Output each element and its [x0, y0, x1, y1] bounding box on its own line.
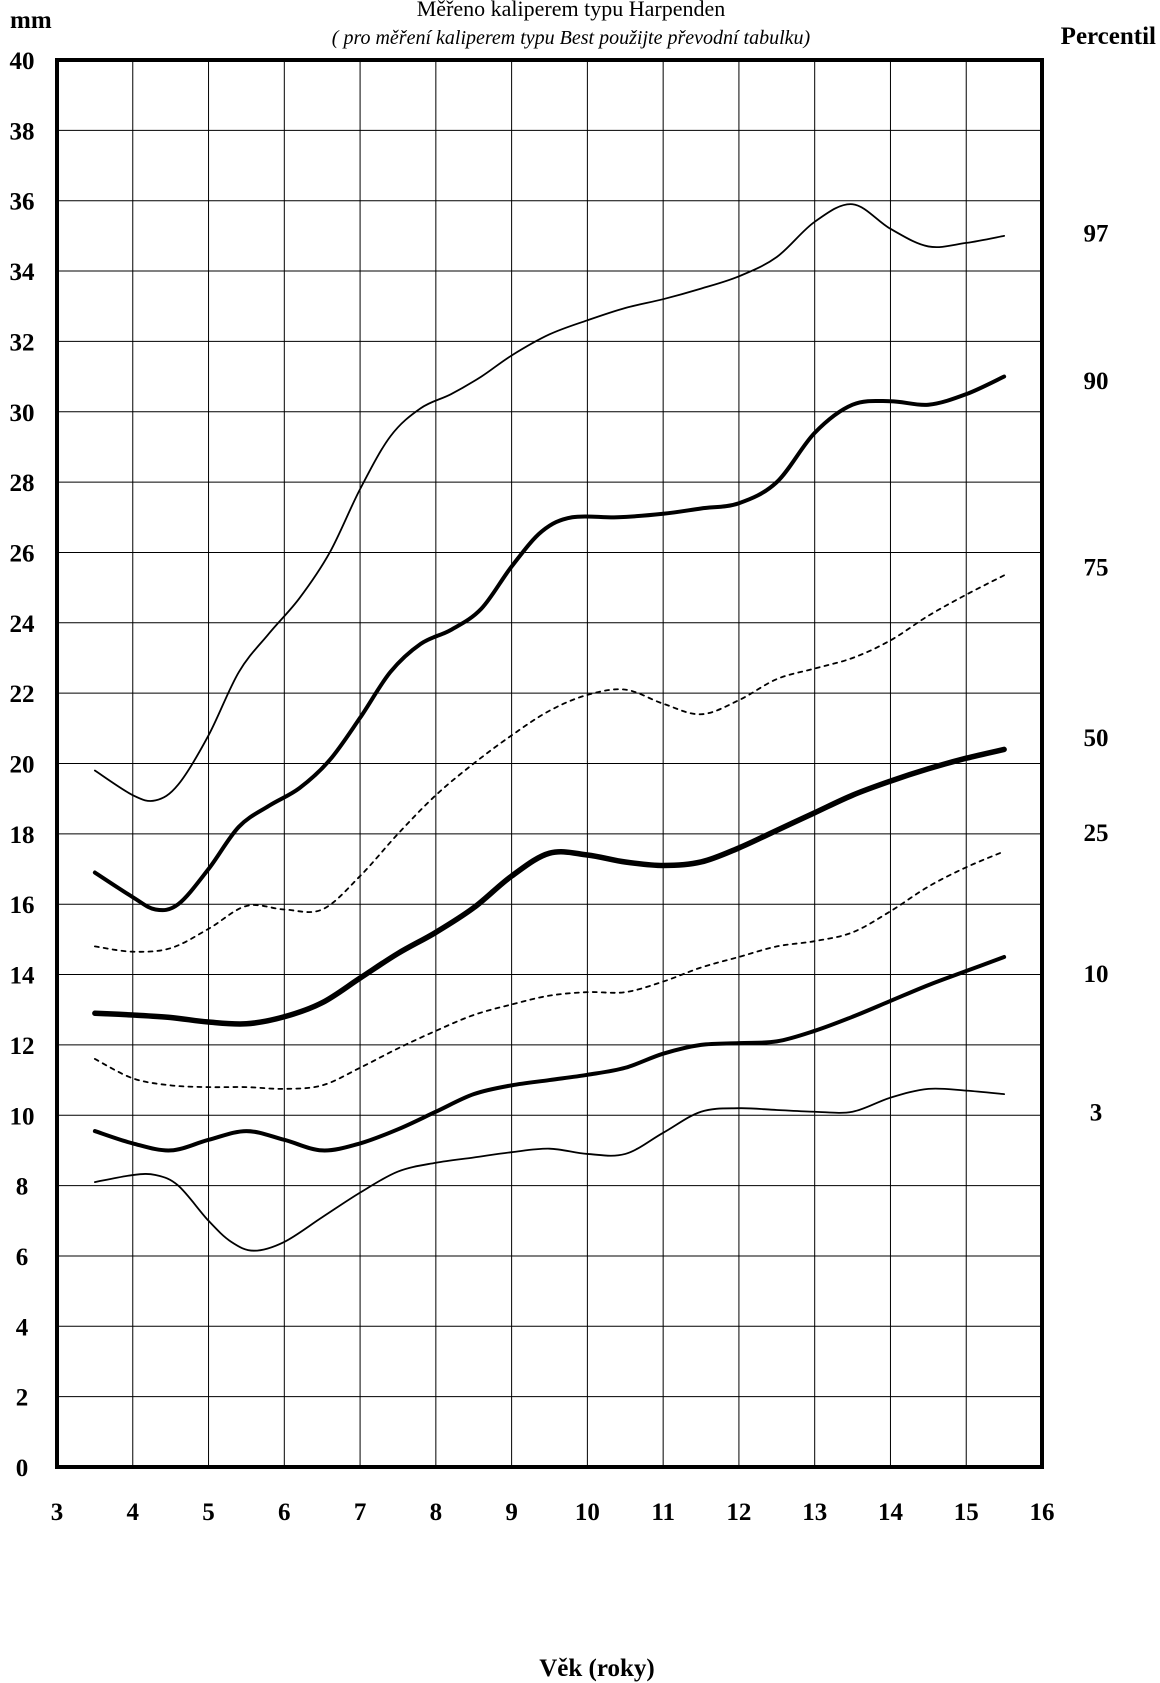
percentile-label: 75: [1084, 555, 1109, 582]
percentile-10-line: [92, 954, 1007, 1153]
percentile-75-line: [93, 574, 1006, 953]
x-tick-label: 14: [878, 1499, 904, 1526]
grid: [57, 60, 1042, 1467]
y-tick-label: 2: [16, 1385, 29, 1412]
y-tick-label: 10: [10, 1103, 35, 1130]
percentile-axis-label: Percentil: [1061, 23, 1156, 50]
x-tick-label: 16: [1030, 1499, 1055, 1526]
percentile-label: 25: [1084, 820, 1109, 847]
series-layer: [92, 203, 1007, 1252]
x-axis-label: Věk (roky): [539, 1655, 655, 1682]
y-tick-label: 36: [10, 189, 35, 216]
percentile-3-line: [93, 1087, 1006, 1252]
x-tick-label: 11: [651, 1499, 675, 1526]
x-tick-label: 9: [505, 1499, 518, 1526]
y-tick-label: 0: [16, 1455, 29, 1482]
y-tick-label: 12: [10, 1033, 35, 1060]
y-tick-label: 28: [10, 470, 35, 497]
y-tick-label: 30: [10, 400, 35, 427]
y-axis-label: mm: [10, 7, 52, 34]
x-tick-label: 12: [726, 1499, 751, 1526]
chart-title: Měřeno kaliperem typu Harpenden: [417, 0, 726, 21]
y-tick-label: 4: [16, 1314, 29, 1341]
y-tick-label: 34: [10, 259, 36, 286]
x-tick-label: 13: [802, 1499, 827, 1526]
y-tick-label: 14: [10, 963, 36, 990]
y-tick-label: 40: [10, 48, 35, 75]
percentile-97-line: [93, 203, 1006, 802]
y-tick-label: 24: [10, 611, 36, 638]
x-tick-label: 8: [430, 1499, 443, 1526]
y-tick-label: 26: [10, 540, 35, 567]
percentile-label: 90: [1084, 368, 1109, 395]
x-tick-label: 10: [575, 1499, 600, 1526]
y-tick-label: 16: [10, 892, 35, 919]
y-tick-label: 6: [16, 1244, 29, 1271]
percentile-label: 3: [1090, 1100, 1103, 1127]
plot-border: [55, 58, 1044, 1469]
x-tick-label: 7: [354, 1499, 367, 1526]
x-tick-label: 3: [51, 1499, 64, 1526]
plot-frame: [55, 58, 1044, 1469]
percentile-25-line: [93, 850, 1006, 1090]
percentile-90-line: [92, 374, 1007, 913]
chart-subtitle: ( pro měření kaliperem typu Best použijt…: [332, 27, 811, 49]
x-tick-label: 6: [278, 1499, 291, 1526]
x-tick-labels: 3 4 5 6 7 8 9 10 11 12 13 14 15 16: [51, 1499, 1055, 1526]
x-tick-label: 15: [954, 1499, 979, 1526]
y-tick-label: 32: [10, 329, 35, 356]
y-tick-label: 20: [10, 752, 35, 779]
y-tick-label: 38: [10, 118, 35, 145]
percentile-label: 10: [1084, 961, 1109, 988]
y-tick-label: 18: [10, 822, 35, 849]
percentile-50-line: [92, 746, 1007, 1027]
percentile-label: 50: [1084, 725, 1109, 752]
y-tick-label: 8: [16, 1174, 29, 1201]
y-tick-label: 22: [10, 681, 35, 708]
x-tick-label: 4: [127, 1499, 140, 1526]
percentile-label: 97: [1084, 220, 1109, 247]
percentile-labels: 97 90 75 50 25 10 3: [1084, 220, 1109, 1126]
x-tick-label: 5: [202, 1499, 215, 1526]
